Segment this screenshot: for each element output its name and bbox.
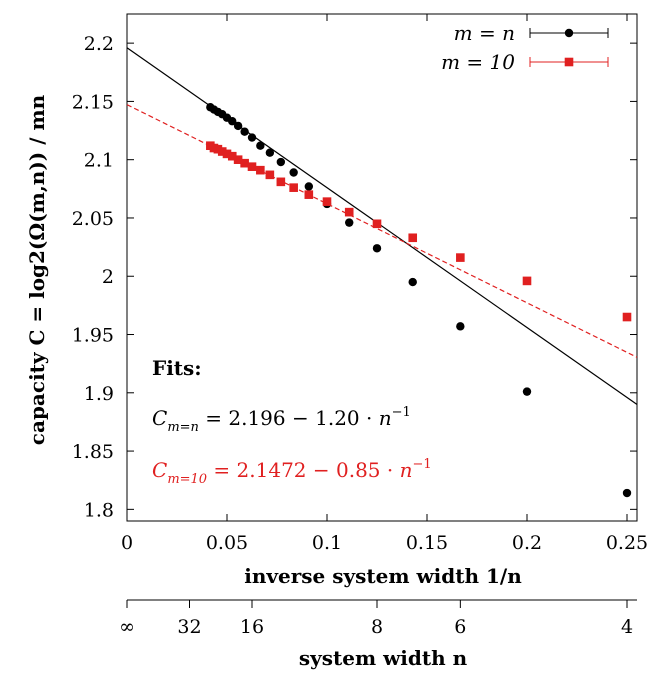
fit-line-1: [126, 104, 638, 358]
point-s1-9: [276, 177, 286, 187]
secondary-tick-label-5: 4: [621, 616, 633, 638]
axis-ticks: 0 0.05 0.1 0.15 0.2 0.25 1.8 1.85 1.9 1.95 2 2.05 2.…: [72, 14, 647, 554]
legend-marker-1: [564, 57, 574, 67]
x-tick-label-0: 0: [121, 532, 133, 554]
point-s1-17: [217, 147, 227, 156]
fits-title: Fits:: [152, 356, 202, 380]
point-s1-16: [222, 149, 232, 159]
point-s1-7: [304, 190, 314, 199]
point-s1-13: [240, 158, 249, 168]
legend-sample-m-10: [529, 57, 609, 67]
y-axis-title: capacity C = log2(Ω(m,n)) / mn: [25, 94, 49, 445]
point-s1-15: [227, 151, 237, 161]
point-s0-12: [247, 133, 257, 142]
point-s1-3: [408, 233, 418, 243]
plot-frame: [126, 13, 638, 522]
point-s1-2: [456, 253, 465, 262]
legend: m = n m = 10: [441, 21, 609, 74]
x-tick-label-2: 0.1: [312, 532, 342, 554]
x-axis-title: inverse system width 1/n: [244, 564, 522, 588]
point-s1-10: [265, 170, 275, 180]
point-s0-9: [276, 157, 286, 167]
fit-line-0: [126, 47, 638, 405]
point-s0-13: [240, 127, 249, 136]
point-s0-2: [456, 322, 465, 331]
secondary-tick-label-1: 32: [177, 616, 201, 638]
point-s1-4: [372, 219, 382, 229]
y-tick-label-2: 1.9: [84, 383, 114, 405]
point-s1-6: [322, 197, 332, 206]
legend-label-m-10: m = 10: [441, 50, 515, 74]
y-tick-label-4: 2: [102, 266, 114, 288]
secondary-tick-label-3: 8: [371, 616, 383, 638]
point-s0-4: [372, 244, 382, 253]
x-tick-label-1: 0.05: [206, 532, 248, 554]
secondary-tick-label-2: 16: [240, 616, 264, 638]
point-s1-14: [233, 155, 243, 164]
point-s0-20: [206, 103, 215, 112]
y-tick-label-5: 2.05: [72, 208, 114, 230]
legend-label-m-eq-n: m = n: [454, 21, 515, 45]
point-s0-14: [233, 121, 243, 131]
fit-equation-m-eq-n: Cm=n = 2.196 − 1.20 · n−1: [152, 405, 411, 435]
point-s1-8: [289, 183, 298, 192]
fit-lines: [126, 47, 638, 405]
secondary-axis-title: system width n: [299, 646, 468, 670]
point-s0-3: [408, 277, 417, 287]
legend-marker-0: [564, 28, 574, 38]
secondary-tick-label-0: ∞: [119, 616, 135, 638]
data-points: [206, 103, 632, 498]
point-s0-10: [265, 148, 275, 157]
y-tick-label-8: 2.2: [84, 33, 114, 55]
point-s1-11: [256, 165, 265, 175]
y-tick-label-0: 1.8: [84, 499, 114, 521]
x-tick-label-4: 0.2: [512, 532, 542, 554]
point-s1-0: [622, 312, 632, 322]
point-s0-0: [622, 488, 632, 498]
point-s0-11: [256, 141, 265, 150]
secondary-axis: ∞ 32 16 8 6 4: [119, 599, 637, 638]
point-s0-8: [289, 168, 298, 177]
legend-sample-m-eq-n: [529, 28, 609, 38]
point-s1-1: [522, 276, 532, 286]
point-s0-5: [345, 218, 354, 227]
point-s0-7: [304, 182, 314, 191]
secondary-tick-label-4: 6: [454, 616, 466, 638]
y-tick-label-3: 1.95: [72, 325, 114, 347]
x-tick-label-3: 0.15: [406, 532, 448, 554]
x-tick-label-5: 0.25: [606, 532, 647, 554]
y-tick-label-6: 2.1: [84, 150, 114, 172]
point-s1-12: [247, 162, 257, 171]
point-s0-1: [522, 387, 532, 396]
y-tick-label-7: 2.15: [72, 91, 114, 113]
fit-equation-m-10: Cm=10 = 2.1472 − 0.85 · n−1: [152, 457, 432, 487]
fits-annotation: Fits: Cm=n = 2.196 − 1.20 · n−1 Cm=10 = …: [152, 356, 432, 487]
point-s1-5: [344, 207, 354, 217]
point-s1-20: [206, 141, 215, 151]
y-tick-label-1: 1.85: [72, 441, 114, 463]
